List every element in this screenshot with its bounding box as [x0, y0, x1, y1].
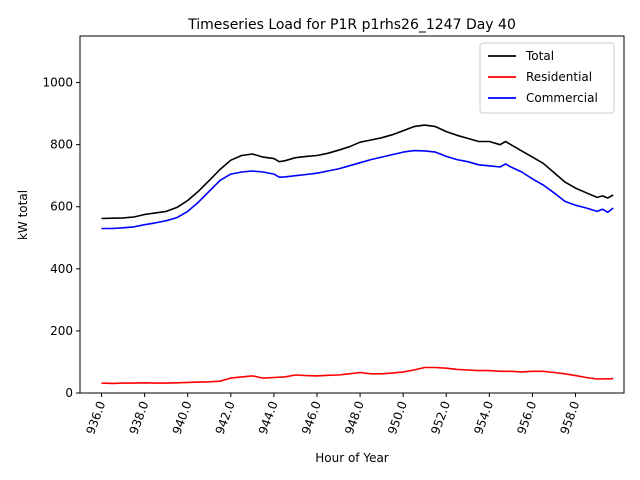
x-axis-label: Hour of Year: [315, 451, 389, 465]
legend-label-commercial: Commercial: [526, 91, 598, 105]
series-line-residential: [101, 366, 614, 385]
y-axis-ticks: 0 200 400 600 800 1000: [42, 76, 80, 400]
y-tick-label: 400: [50, 262, 73, 276]
legend-box: [479, 42, 615, 114]
series-line-commercial: [101, 149, 614, 230]
y-tick-label: 1000: [42, 76, 73, 90]
y-tick-label: 0: [65, 386, 73, 400]
axes-frame: [79, 35, 625, 394]
y-tick-label: 600: [50, 200, 73, 214]
legend-label-total: Total: [525, 49, 554, 63]
series-layer: [101, 124, 614, 385]
y-tick-label: 200: [50, 324, 73, 338]
legend-label-residential: Residential: [526, 70, 592, 84]
legend: Total Residential Commercial: [479, 42, 615, 114]
chart-title: Timeseries Load for P1R p1rhs26_1247 Day…: [187, 17, 516, 33]
y-axis-label: kW total: [16, 190, 30, 240]
y-tick-label: 800: [50, 138, 73, 152]
series-line-total: [101, 124, 614, 220]
